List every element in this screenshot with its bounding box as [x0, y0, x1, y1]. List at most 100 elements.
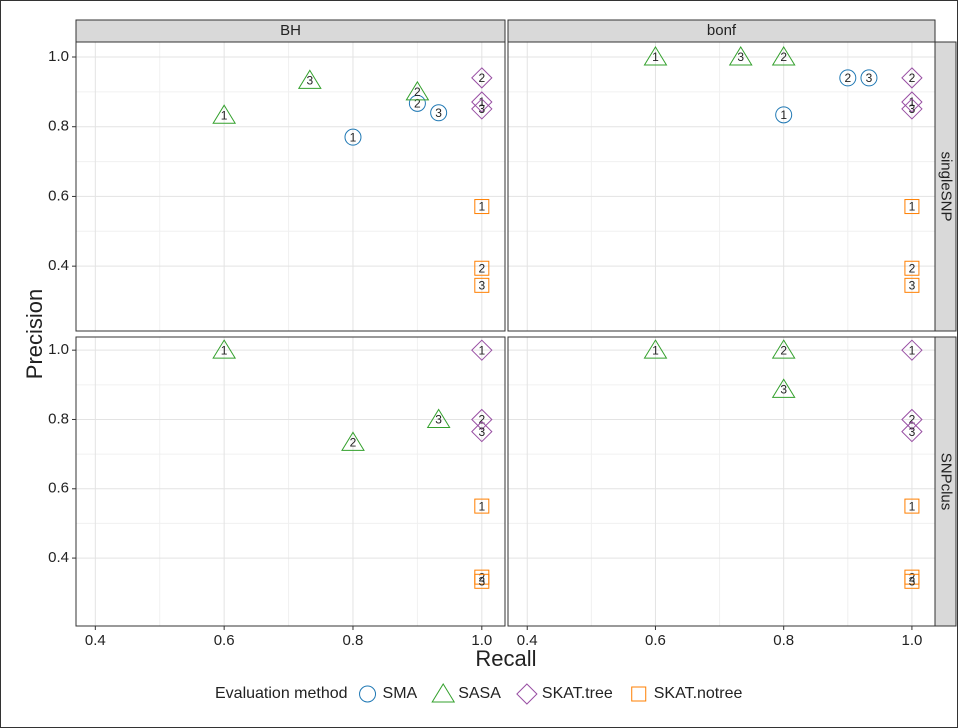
- legend-symbol: [631, 686, 647, 702]
- legend-label: SASA: [458, 685, 501, 702]
- point: [901, 408, 923, 431]
- point-label: 3: [478, 102, 485, 116]
- panel-border: [75, 336, 506, 627]
- y-tick-label: 0.4: [48, 257, 69, 274]
- point: [839, 69, 857, 87]
- point-label: 1: [478, 343, 485, 357]
- point: [643, 339, 668, 359]
- point-label: 3: [909, 102, 916, 116]
- point: [901, 98, 923, 120]
- column-label: bonf: [707, 22, 737, 39]
- legend-label: SMA: [383, 685, 418, 702]
- legend-symbol: [516, 683, 538, 705]
- point: [212, 104, 237, 124]
- point-label: 1: [221, 108, 228, 122]
- point: [426, 408, 451, 428]
- x-axis-title: Recall: [475, 646, 536, 671]
- point-label: 2: [350, 436, 357, 450]
- point-label: 3: [866, 71, 873, 85]
- point-label: 3: [435, 106, 442, 120]
- x-tick-label: 0.8: [773, 632, 794, 649]
- point-label: 2: [780, 343, 787, 357]
- point-label: 3: [780, 382, 787, 396]
- point: [904, 573, 920, 589]
- point: [471, 67, 493, 89]
- point-label: 2: [478, 71, 485, 85]
- point-label: 1: [478, 95, 485, 109]
- point-label: 3: [909, 574, 916, 588]
- point: [474, 199, 490, 215]
- column-label: BH: [280, 22, 301, 39]
- point-label: 2: [478, 261, 485, 275]
- y-axis-title: Precision: [22, 289, 47, 379]
- point: [471, 420, 493, 443]
- panel-background: [508, 337, 935, 626]
- point: [901, 91, 923, 113]
- legend-title: Evaluation method: [215, 685, 348, 702]
- point: [904, 498, 920, 514]
- point-label: 1: [909, 499, 916, 513]
- y-tick-label: 0.6: [48, 187, 69, 204]
- point: [771, 46, 796, 66]
- row-label: SNPclus: [938, 453, 955, 511]
- point: [474, 260, 490, 276]
- point-label: 3: [306, 74, 313, 88]
- point-label: 1: [652, 50, 659, 64]
- x-tick-label: 1.0: [471, 632, 492, 649]
- point: [297, 69, 322, 89]
- x-tick-label: 0.6: [645, 632, 666, 649]
- point-label: 2: [478, 570, 485, 584]
- point: [904, 277, 920, 293]
- panel-background: [508, 42, 935, 331]
- point-label: 3: [478, 279, 485, 293]
- strip: [934, 41, 957, 332]
- point: [408, 94, 426, 112]
- x-tick-label: 0.4: [85, 632, 106, 649]
- strip: [507, 19, 936, 43]
- point: [643, 46, 668, 66]
- point-label: 1: [780, 108, 787, 122]
- panel-background: [76, 42, 505, 331]
- legend-label: SKAT.tree: [542, 685, 613, 702]
- x-tick-label: 0.8: [343, 632, 364, 649]
- y-tick-label: 0.8: [48, 410, 69, 427]
- point: [471, 408, 493, 431]
- point: [344, 128, 362, 146]
- point: [471, 98, 493, 120]
- point: [405, 80, 430, 101]
- legend-symbol: [431, 683, 456, 703]
- point: [474, 573, 490, 589]
- point-label: 1: [350, 130, 357, 144]
- point-label: 1: [221, 343, 228, 357]
- x-tick-label: 0.6: [214, 632, 235, 649]
- panel-background: [76, 337, 505, 626]
- y-tick-label: 1.0: [48, 341, 69, 358]
- point-label: 1: [478, 200, 485, 214]
- y-tick-label: 0.8: [48, 118, 69, 135]
- point-label: 3: [737, 50, 744, 64]
- point: [471, 91, 493, 113]
- point: [904, 260, 920, 276]
- point: [430, 104, 448, 122]
- strip: [75, 19, 506, 43]
- point: [341, 431, 365, 451]
- y-tick-label: 0.6: [48, 480, 69, 497]
- row-label: singleSNP: [938, 151, 955, 221]
- point-label: 3: [478, 574, 485, 588]
- point: [775, 106, 793, 124]
- point-label: 1: [478, 499, 485, 513]
- point-label: 2: [478, 413, 485, 427]
- x-tick-label: 0.4: [517, 632, 538, 649]
- point: [904, 199, 920, 215]
- point-label: 2: [909, 261, 916, 275]
- point-label: 2: [844, 71, 851, 85]
- point-label: 2: [414, 85, 421, 99]
- strip: [934, 336, 957, 627]
- point-label: 1: [909, 95, 916, 109]
- point-label: 3: [909, 425, 916, 439]
- point: [771, 339, 796, 359]
- point: [901, 339, 923, 361]
- point: [901, 67, 923, 89]
- point: [860, 69, 878, 87]
